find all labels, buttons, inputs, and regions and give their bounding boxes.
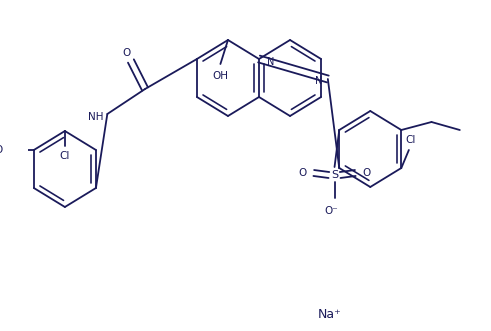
Text: N: N: [315, 76, 322, 86]
Text: NH: NH: [88, 112, 104, 122]
Text: N: N: [267, 57, 274, 67]
Text: O: O: [0, 145, 3, 155]
Text: Cl: Cl: [60, 151, 70, 161]
Text: S: S: [331, 170, 338, 180]
Text: O: O: [299, 168, 306, 178]
Text: O: O: [122, 48, 130, 58]
Text: Cl: Cl: [406, 135, 416, 145]
Text: Na⁺: Na⁺: [318, 308, 342, 321]
Text: O: O: [362, 168, 371, 178]
Text: O⁻: O⁻: [325, 206, 339, 216]
Text: OH: OH: [213, 71, 228, 81]
